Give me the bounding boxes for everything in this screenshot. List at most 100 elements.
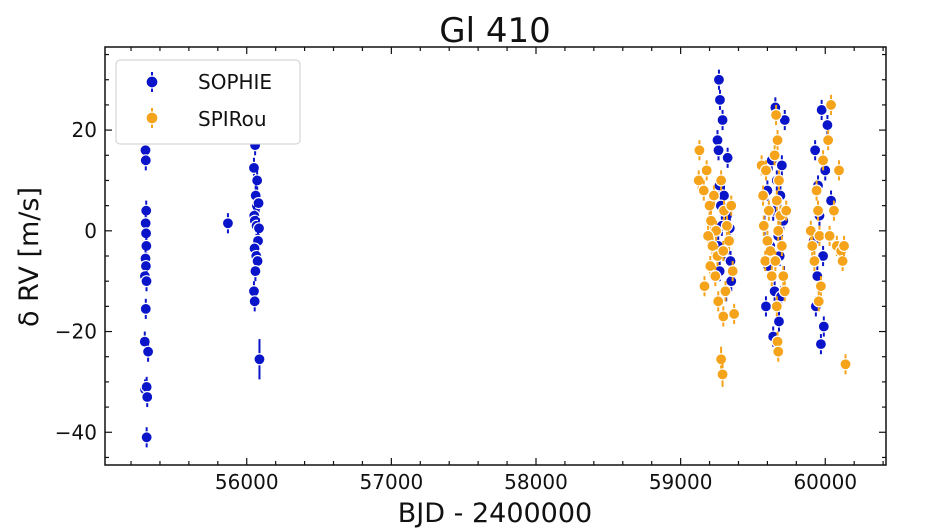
data-point-sophie	[819, 164, 832, 177]
data-point-sophie	[721, 151, 734, 164]
data-point-spirou	[772, 345, 785, 358]
data-point-spirou	[728, 307, 741, 321]
data-point-spirou	[709, 270, 722, 283]
series-spirou	[692, 94, 852, 387]
data-point-spirou	[771, 134, 784, 147]
data-point-spirou	[810, 184, 823, 197]
x-tick-label: 57000	[360, 470, 424, 494]
data-point-spirou	[824, 98, 838, 112]
data-point-spirou	[693, 144, 706, 157]
x-tick-label: 58000	[504, 470, 568, 494]
data-point-spirou	[759, 254, 772, 268]
data-point-spirou	[762, 204, 775, 217]
data-point-sophie	[139, 302, 152, 315]
legend-marker-sophie	[145, 75, 159, 89]
data-point-spirou	[816, 154, 830, 167]
legend-frame	[115, 59, 301, 145]
x-tick-label: 56000	[215, 470, 279, 494]
data-point-spirou	[715, 353, 728, 366]
data-point-spirou	[704, 214, 718, 227]
data-point-spirou	[703, 199, 716, 212]
data-point-spirou	[698, 280, 711, 293]
data-point-sophie	[139, 154, 152, 167]
data-point-spirou	[811, 204, 825, 217]
legend-marker-spirou	[145, 111, 159, 125]
data-point-sophie	[809, 144, 822, 157]
data-point-sophie	[711, 134, 724, 147]
data-point-spirou	[769, 108, 783, 122]
data-point-spirou	[719, 285, 732, 298]
legend-label-spirou: SPIRou	[198, 107, 267, 131]
data-point-spirou	[720, 219, 734, 232]
data-point-spirou	[712, 295, 725, 308]
data-point-spirou	[722, 234, 736, 247]
y-axis-label: δ RV [m/s]	[14, 187, 45, 327]
data-point-sophie	[252, 222, 266, 235]
x-axis-label: BJD - 2400000	[398, 498, 592, 529]
data-point-sophie	[725, 275, 738, 288]
data-point-sophie	[772, 315, 786, 328]
data-point-sophie	[759, 300, 773, 313]
data-point-sophie	[252, 197, 265, 210]
data-point-spirou	[707, 189, 720, 202]
data-point-spirou	[780, 204, 793, 217]
data-point-spirou	[706, 239, 719, 253]
data-point-sophie	[815, 103, 828, 117]
data-point-spirou	[717, 310, 730, 323]
data-point-sophie	[716, 113, 729, 127]
data-point-sophie	[817, 320, 830, 333]
data-point-spirou	[725, 199, 738, 212]
data-point-spirou	[813, 229, 826, 242]
x-tick-label: 59000	[649, 470, 713, 494]
data-point-spirou	[770, 300, 783, 313]
data-point-spirou	[768, 149, 781, 162]
data-point-spirou	[716, 368, 729, 381]
data-point-sophie	[712, 73, 726, 86]
x-tick-label: 60000	[793, 470, 857, 494]
data-point-spirou	[765, 270, 778, 283]
data-point-spirou	[769, 254, 782, 268]
y-tick-label: −40	[55, 420, 97, 444]
data-point-spirou	[808, 254, 821, 268]
data-point-sophie	[221, 217, 235, 230]
data-point-spirou	[772, 224, 785, 237]
data-point-sophie	[713, 93, 727, 106]
data-point-spirou	[692, 174, 705, 187]
data-point-spirou	[764, 244, 777, 258]
data-point-sophie	[821, 118, 834, 132]
data-point-sophie	[712, 144, 725, 157]
data-point-sophie	[248, 295, 261, 308]
data-point-spirou	[770, 194, 783, 207]
data-point-sophie	[724, 254, 737, 268]
data-point-spirou	[806, 239, 819, 253]
data-point-spirou	[823, 229, 836, 242]
data-point-spirou	[759, 164, 773, 177]
data-point-spirou	[757, 219, 770, 232]
data-point-spirou	[836, 254, 849, 268]
data-point-spirou	[717, 244, 730, 258]
chart-title: Gl 410	[439, 11, 551, 51]
data-point-sophie	[775, 159, 788, 172]
legend: SOPHIE SPIRou	[115, 59, 301, 145]
data-point-sophie	[253, 353, 266, 366]
data-point-spirou	[772, 174, 786, 187]
y-tick-label: −20	[55, 320, 97, 344]
data-point-sophie	[140, 431, 153, 444]
data-point-spirou	[700, 164, 713, 177]
data-point-spirou	[837, 239, 851, 253]
data-point-spirou	[814, 280, 828, 293]
data-point-sophie	[251, 174, 264, 187]
data-point-sophie	[249, 265, 262, 278]
legend-item-sophie: SOPHIE	[145, 70, 272, 94]
data-point-sophie	[139, 259, 153, 273]
data-point-sophie	[814, 338, 828, 351]
data-point-spirou	[822, 134, 835, 147]
data-point-spirou	[827, 204, 841, 217]
axis-ticks: 56000 57000 58000 59000 60000 −40 −20 0 20	[55, 47, 886, 494]
data-point-spirou	[702, 229, 715, 242]
data-point-spirou	[726, 265, 739, 278]
data-point-spirou	[704, 259, 717, 273]
data-point-spirou	[775, 239, 788, 253]
data-point-spirou	[697, 184, 710, 197]
